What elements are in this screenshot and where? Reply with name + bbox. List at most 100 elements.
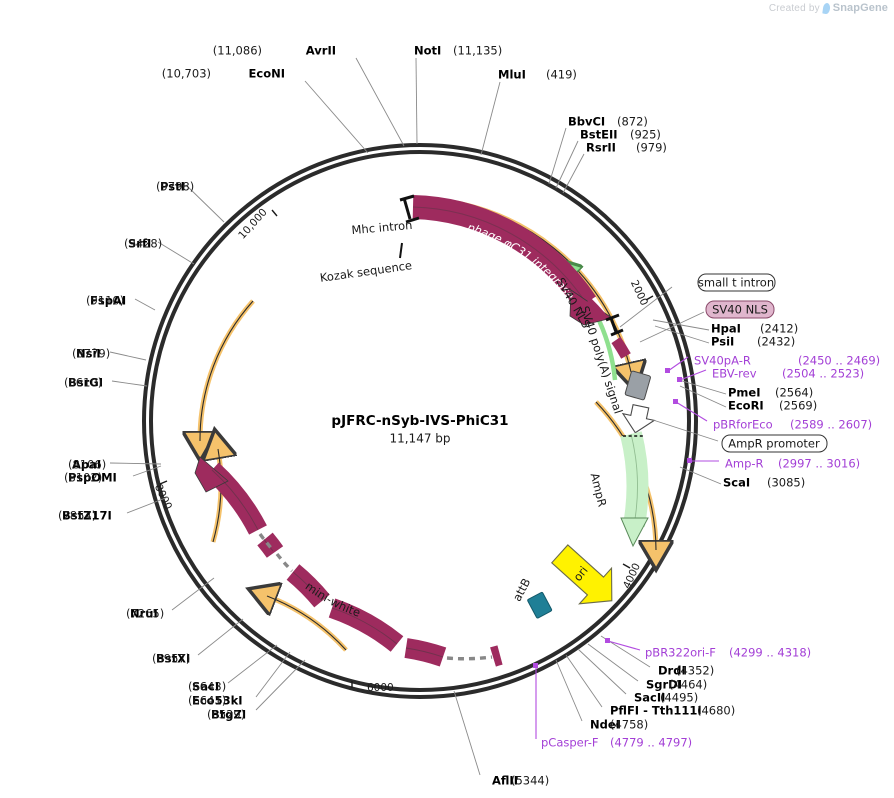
enzyme-label[interactable]: AflII(5344) — [453, 690, 549, 788]
enzyme-label[interactable]: BtgZI(6529) — [207, 659, 306, 722]
primer-range: (4779 .. 4797) — [610, 736, 692, 750]
enzyme-position: (5344) — [511, 774, 549, 788]
enzyme-name: SacI — [192, 680, 219, 694]
feature-label-mhc-intron: Mhc intron — [351, 218, 413, 237]
boxed-label-text: small t intron — [698, 276, 774, 290]
enzyme-label[interactable]: EcoRI (2569) — [679, 385, 817, 413]
enzyme-label[interactable]: HpaI (2412) — [652, 319, 798, 336]
feature-attb-box[interactable] — [527, 591, 553, 619]
enzyme-name: Eco53kI — [192, 694, 243, 708]
enzyme-position: (2569) — [779, 399, 817, 413]
enzyme-name: RsrII — [586, 141, 616, 155]
primer-label[interactable]: EBV-rev (2504 .. 2523) — [677, 367, 864, 383]
enzyme-position: (9428) — [124, 237, 162, 251]
enzyme-name: AflII — [492, 774, 518, 788]
enzyme-name: ScaI — [723, 476, 750, 490]
primer-label[interactable]: pBRforEco (2589 .. 2607) — [673, 399, 872, 432]
primer-label[interactable]: pCasper-F (4779 .. 4797) — [533, 663, 692, 750]
primer-range: (2504 .. 2523) — [782, 367, 864, 381]
primer-name: pBRforEco — [713, 418, 773, 432]
primer-name: Amp-R — [725, 457, 764, 471]
primer-label[interactable]: Amp-R (2997 .. 3016) — [687, 457, 860, 471]
feature-sv40-nls[interactable] — [581, 297, 606, 323]
enzyme-label[interactable]: SrfI(9428) — [124, 237, 195, 265]
enzyme-label[interactable]: ScaI (3085) — [679, 466, 805, 490]
enzyme-label[interactable]: BstEII (925) — [555, 128, 661, 189]
enzyme-position: (7854) — [58, 509, 96, 523]
enzyme-label[interactable]: SacII(4495) — [577, 648, 698, 705]
boxed-label-text: AmpR promoter — [728, 437, 820, 451]
enzyme-name: BstEII — [580, 128, 618, 142]
enzyme-label[interactable]: AvrII (11,086) — [213, 44, 405, 147]
enzyme-label[interactable]: SgrDI(4464) — [587, 643, 707, 692]
feature-sv40-polya-segment[interactable] — [611, 336, 631, 359]
enzyme-label[interactable]: PmeI (2564) — [678, 379, 813, 400]
enzyme-label[interactable]: NsiI(8779) — [72, 347, 147, 361]
enzyme-label[interactable]: SacI(6643) — [188, 644, 278, 694]
scale-tick-6000: 6000 — [351, 681, 394, 694]
feature-ampr[interactable] — [620, 431, 649, 548]
enzyme-position: (8779) — [72, 347, 110, 361]
scale-tick-label: 2000 — [628, 278, 650, 307]
enzyme-position: (2412) — [760, 322, 798, 336]
enzyme-name: DrdI — [658, 664, 686, 678]
enzyme-name: HpaI — [711, 322, 741, 336]
enzyme-name: NotI — [414, 44, 441, 58]
enzyme-name: NruI — [130, 607, 158, 621]
enzyme-position: (9798) — [156, 180, 194, 194]
enzyme-label[interactable]: NdeI(4758) — [555, 659, 648, 732]
enzyme-label[interactable]: PstI(9798) — [156, 180, 225, 223]
enzyme-position: (7265) — [126, 607, 164, 621]
enzyme-label[interactable]: RsrII (979) — [562, 141, 667, 194]
orange-arc-left-upper[interactable] — [200, 299, 255, 441]
enzyme-position: (979) — [636, 141, 667, 155]
enzyme-label[interactable]: NotI (11,135) — [414, 44, 502, 145]
primer-label[interactable]: SV40pA-R (2450 .. 2469) — [665, 354, 880, 374]
enzyme-name: MluI — [498, 68, 526, 82]
primer-name: pBR322ori-F — [645, 646, 716, 660]
enzyme-position: (419) — [546, 68, 577, 82]
primer-label[interactable]: pBR322ori-F (4299 .. 4318) — [605, 638, 811, 660]
enzyme-label[interactable]: NruI(7265) — [126, 577, 215, 621]
enzyme-label[interactable]: BstZ17I(7854) — [58, 496, 169, 523]
enzyme-label[interactable]: EcoNI (10,703) — [162, 67, 369, 154]
enzyme-label[interactable]: Eco53kI(6641) — [188, 651, 291, 708]
primer-tick — [687, 458, 692, 463]
enzyme-position: (4758) — [610, 718, 648, 732]
enzyme-position: (2432) — [757, 335, 795, 349]
enzyme-label[interactable]: FspAI(9110) — [86, 294, 156, 311]
enzyme-name: PspOMI — [68, 471, 117, 485]
feature-small-t-intron-box[interactable] — [624, 370, 651, 401]
enzyme-label[interactable]: DrdI(4352) — [600, 635, 714, 678]
boxed-label-sv40-nls[interactable]: SV40 NLS — [639, 300, 775, 343]
primer-tick — [665, 368, 670, 373]
nls-polya-tick — [605, 313, 624, 337]
enzyme-name: SacII — [634, 691, 665, 705]
enzyme-position: (6957) — [152, 652, 190, 666]
enzyme-label[interactable]: BstXI(6957) — [152, 618, 244, 666]
enzyme-position: (3085) — [767, 476, 805, 490]
enzyme-label[interactable]: MluI (419) — [480, 68, 577, 156]
primer-range: (2589 .. 2607) — [790, 418, 872, 432]
boxed-label-small-t-intron[interactable]: small t intron — [619, 273, 776, 328]
mhc-intron-marker[interactable] — [399, 194, 420, 224]
enzyme-name: NsiI — [76, 347, 101, 361]
enzyme-name: PmeI — [728, 386, 761, 400]
boxed-label-ampr-promoter[interactable]: AmpR promoter — [652, 419, 828, 453]
primer-labels: SV40pA-R (2450 .. 2469) EBV-rev (2504 .. 25… — [533, 354, 880, 750]
feature-ori[interactable] — [544, 536, 628, 619]
primer-name: SV40pA-R — [694, 354, 751, 368]
enzyme-label[interactable]: BbvCI (872) — [548, 115, 648, 185]
enzyme-label[interactable]: BsrGI(8610) — [64, 376, 148, 390]
enzyme-name: ApaI — [72, 458, 101, 472]
enzyme-label[interactable]: ApaI(8106) — [68, 458, 162, 472]
watermark-brand: SnapGene — [832, 2, 888, 14]
feature-ampr-promoter-arrow[interactable] — [620, 403, 657, 436]
plasmid-backbone[interactable] — [142, 143, 698, 699]
enzyme-labels: AvrII (11,086) NotI (11,135) EcoNI (10,703) Ml… — [58, 44, 817, 788]
enzyme-label[interactable]: PflFI - Tth111I(4680) — [565, 654, 735, 718]
enzyme-label[interactable]: PspOMI(8102) — [64, 465, 162, 485]
kozak-tick — [399, 242, 403, 259]
enzyme-label[interactable]: PsiI (2432) — [654, 325, 795, 349]
